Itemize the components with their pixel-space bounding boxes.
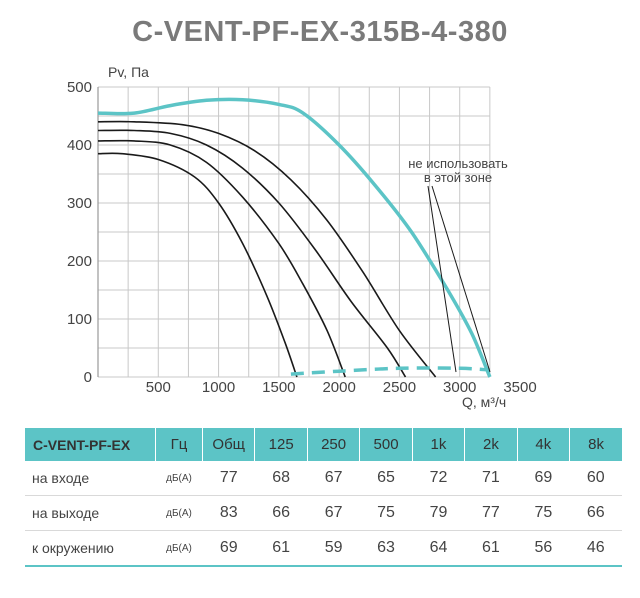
table-header-cell: 8k (569, 428, 622, 461)
y-tick-label: 500 (67, 79, 92, 96)
table-header-cell: 4k (516, 428, 570, 461)
table-header-cell: 125 (254, 428, 308, 461)
chart-grid (97, 86, 491, 378)
x-tick-label: 500 (146, 379, 171, 396)
row-unit: дБ(А) (155, 530, 203, 567)
table-cell: 56 (517, 530, 570, 567)
annotation-leader (427, 185, 457, 373)
fan-performance-chart: 0 100 200 300 400 500 500 1000 1500 2000 2500 3000 3… (67, 64, 537, 410)
y-axis-label: Pv, Па (108, 64, 149, 80)
table-cell: 69 (517, 461, 570, 496)
table-cell: 61 (464, 530, 518, 567)
row-label: на выходе (25, 495, 156, 531)
table-cell: 60 (569, 461, 622, 496)
series-line-black (97, 139, 346, 378)
table-row: на выходе дБ(А) 83 66 67 75 79 77 75 66 (25, 495, 622, 531)
x-tick-label: 3500 (503, 379, 536, 396)
table-cell: 61 (254, 530, 308, 567)
annotation-leader (431, 185, 491, 373)
row-label: на входе (25, 461, 156, 496)
table-header-row: C-VENT-PF-EX Гц Общ 125 250 500 1k 2k 4k 8k (25, 428, 622, 461)
table-cell: 59 (307, 530, 360, 567)
table-body: на входе дБ(А) 77 68 67 65 72 71 69 60 на выходе дБ… (25, 461, 622, 567)
x-tick-label: 1500 (262, 379, 295, 396)
row-label: к окружению (25, 530, 156, 567)
noise-table: C-VENT-PF-EX Гц Общ 125 250 500 1k 2k 4k 8k на вх… (25, 428, 622, 567)
x-tick-label: 2500 (383, 379, 416, 396)
series-line-dashed (290, 366, 490, 376)
series-line-black (97, 129, 407, 378)
table-cell: 83 (202, 495, 255, 531)
row-unit: дБ(А) (155, 495, 203, 531)
x-tick-label: 2000 (322, 379, 355, 396)
table-cell: 77 (464, 495, 518, 531)
y-tick-label: 400 (67, 137, 92, 154)
page-title: C-VENT-PF-EX-315B-4-380 (132, 16, 508, 48)
table-header-cell: C-VENT-PF-EX (25, 428, 156, 461)
series-line-black (97, 120, 437, 378)
series-line-max (97, 97, 492, 378)
y-tick-label: 200 (67, 253, 92, 270)
x-tick-label: 1000 (202, 379, 235, 396)
row-unit: дБ(А) (155, 461, 203, 496)
y-tick-label: 300 (67, 195, 92, 212)
table-cell: 77 (202, 461, 255, 496)
annotation-line-1: не использовать (408, 156, 508, 171)
table-cell: 67 (307, 461, 360, 496)
table-header-cell: 1k (411, 428, 465, 461)
table-cell: 79 (412, 495, 465, 531)
table-cell: 66 (569, 495, 622, 531)
chart-curves (97, 97, 492, 378)
chart-ticks: 0 100 200 300 400 500 500 1000 1500 2000 2500 3000 3… (67, 79, 537, 396)
series-line-black (97, 152, 298, 378)
table-header-cell: Гц (155, 428, 203, 461)
annotation-line-2: в этой зоне (424, 170, 492, 185)
table-row: на входе дБ(А) 77 68 67 65 72 71 69 60 (25, 461, 622, 496)
table-cell: 72 (412, 461, 465, 496)
table-cell: 71 (464, 461, 518, 496)
table-cell: 63 (359, 530, 413, 567)
table-row: к окружению дБ(А) 69 61 59 63 64 61 56 46 (25, 530, 622, 567)
table-cell: 67 (307, 495, 360, 531)
table-cell: 46 (569, 530, 622, 567)
x-tick-label: 3000 (443, 379, 476, 396)
x-axis-label: Q, м³/ч (462, 394, 506, 410)
table-header-cell: 2k (464, 428, 518, 461)
y-tick-label: 0 (84, 369, 92, 386)
table-cell: 65 (359, 461, 413, 496)
table-header-cell: Общ (201, 428, 255, 461)
table-cell: 69 (202, 530, 255, 567)
table-cell: 75 (359, 495, 413, 531)
table-header-cell: 250 (306, 428, 360, 461)
table-cell: 68 (254, 461, 308, 496)
table-header-cell: 500 (359, 428, 413, 461)
table-cell: 66 (254, 495, 308, 531)
table-cell: 64 (412, 530, 465, 567)
chart-annotation: не использовать в этой зоне (408, 156, 508, 373)
table-cell: 75 (517, 495, 570, 531)
y-tick-label: 100 (67, 311, 92, 328)
